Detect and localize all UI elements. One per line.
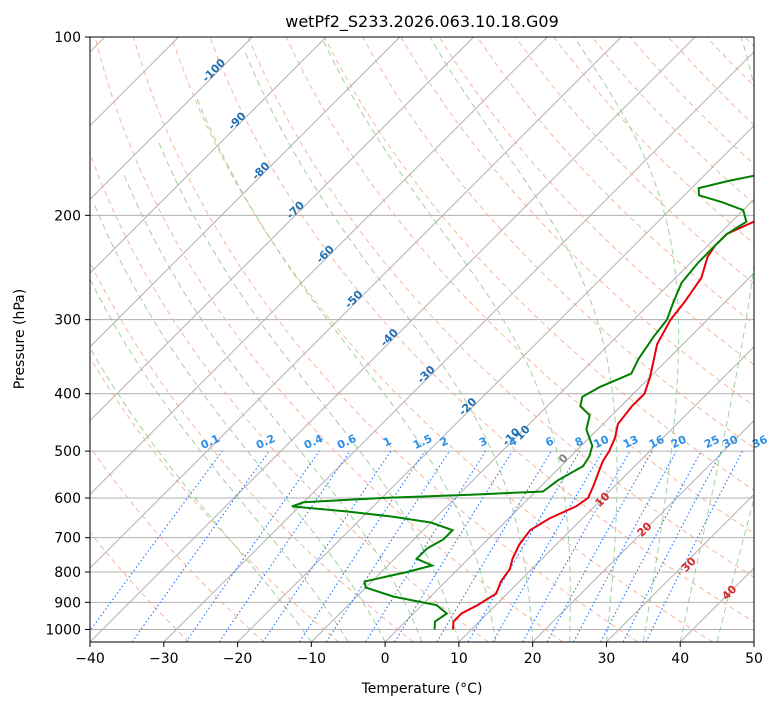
mixing-ratio-label: 13 — [621, 433, 640, 451]
isotherm-line — [90, 37, 475, 422]
y-tick-label: 400 — [54, 387, 81, 403]
dry-adiabat-line — [400, 37, 754, 407]
x-tick-label: 50 — [745, 651, 763, 667]
moist-adiabat-line — [90, 347, 312, 642]
x-tick-label: −30 — [149, 651, 179, 667]
moist-adiabat-line — [123, 173, 423, 642]
y-tick-label: 900 — [54, 595, 81, 611]
mixing-ratio-line — [262, 450, 392, 642]
isotherm-line — [753, 641, 754, 642]
dry-adiabat-line — [476, 37, 754, 325]
y-axis-label: Pressure (hPa) — [12, 289, 28, 389]
y-tick-label: 600 — [54, 491, 81, 507]
isotherm-line — [90, 37, 548, 496]
mixing-ratio-label: 20 — [669, 433, 689, 451]
x-tick-label: −40 — [75, 651, 105, 667]
moist-adiabat-line — [573, 37, 680, 642]
y-tick-label: 1000 — [45, 622, 81, 638]
x-tick-label: 0 — [381, 651, 390, 667]
dry-adiabat-line — [90, 260, 414, 642]
y-tick-label: 200 — [54, 208, 81, 224]
x-tick-label: 20 — [524, 651, 542, 667]
moist-adiabat-line — [321, 37, 571, 642]
mixing-ratio-line — [299, 450, 426, 642]
y-tick-label: 300 — [54, 313, 81, 329]
mixing-ratio-line — [573, 450, 677, 642]
dry-adiabat-line — [171, 37, 713, 642]
y-tick-label: 700 — [54, 531, 81, 547]
y-tick-label: 800 — [54, 565, 81, 581]
isotherm-line — [532, 419, 754, 642]
moist-adiabat-line — [157, 141, 460, 642]
isotherm-line — [90, 37, 622, 569]
dry-adiabat-line — [94, 37, 564, 642]
temperature-profile-line — [452, 220, 754, 630]
chart-title: wetPf2_S233.2026.063.10.18.G09 — [285, 12, 559, 32]
isotherm-line — [237, 124, 754, 642]
isotherm-line — [384, 272, 754, 642]
x-tick-label: −10 — [297, 651, 327, 667]
moist-adiabat-line — [194, 94, 497, 642]
dry-adiabat-line — [247, 37, 754, 578]
dry-adiabat-line — [515, 37, 754, 285]
dry-adiabat-line — [90, 356, 339, 642]
x-tick-label: −20 — [223, 651, 253, 667]
dry-adiabat-line — [90, 531, 190, 642]
mixing-ratio-line — [218, 450, 351, 642]
plot-frame — [89, 36, 755, 643]
dewpoint-profile-line — [291, 174, 754, 630]
mixing-ratio-label: 10 — [592, 433, 612, 451]
moist-adiabat-line — [679, 37, 754, 642]
mixing-ratio-line — [645, 450, 743, 642]
plot-background — [90, 37, 754, 642]
x-tick-label: 40 — [671, 651, 689, 667]
x-tick-label: 10 — [450, 651, 468, 667]
mixing-ratio-line — [90, 450, 223, 632]
mixing-ratio-label: 30 — [721, 433, 741, 451]
y-tick-label: 100 — [54, 30, 81, 46]
mixing-ratio-label: 25 — [702, 433, 721, 451]
dry-adiabat-line — [209, 37, 754, 623]
isotherm-line — [90, 37, 401, 348]
moist-adiabat-line — [429, 37, 618, 642]
mixing-ratio-line — [522, 450, 631, 642]
isotherm-line — [90, 37, 327, 274]
y-tick-label: 500 — [54, 444, 81, 460]
isotherm-line — [606, 493, 754, 642]
mixing-ratio-line — [546, 450, 653, 642]
isotherm-line — [458, 346, 754, 642]
isotherm-line — [90, 37, 696, 642]
moist-adiabat-line — [716, 497, 754, 642]
mixing-ratio-label: 36 — [750, 433, 770, 451]
dry-adiabat-line — [362, 37, 754, 449]
mixing-ratio-line — [325, 450, 450, 642]
mixing-ratio-label: 16 — [647, 433, 667, 451]
x-tick-label: 30 — [598, 651, 616, 667]
x-axis-label: Temperature (°C) — [361, 681, 483, 697]
dry-adiabat-line — [132, 37, 639, 642]
mixing-ratio-line — [185, 450, 320, 642]
isotherm-line — [90, 37, 253, 201]
moist-adiabat-line — [243, 49, 534, 642]
mixing-ratio-line — [131, 450, 270, 642]
dry-adiabat-line — [90, 152, 489, 642]
isotherm-line — [163, 51, 754, 642]
